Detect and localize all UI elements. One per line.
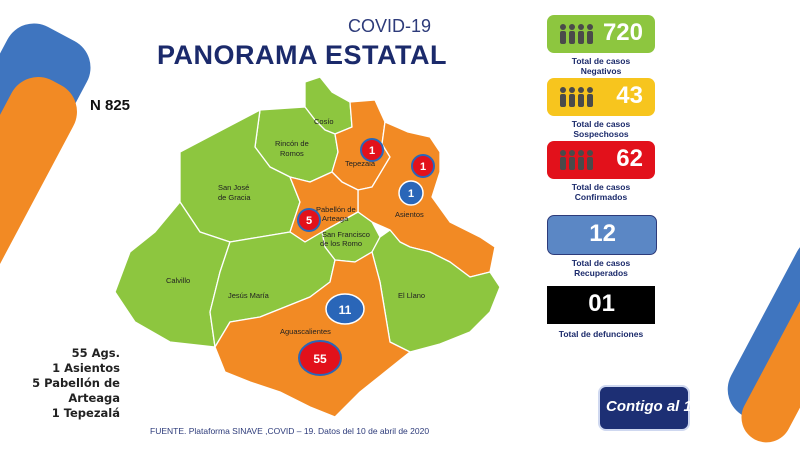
municipality-aguascalientes [214, 251, 411, 418]
stat-value-negativos: 720 [602, 19, 643, 46]
state-map: Cosío Rincón de Romos Tepezalá San José … [114, 76, 501, 418]
case-legend: 55 Ags. 1 Asientos 5 Pabellón de Arteaga… [10, 346, 120, 421]
stat-label-defunciones: Total de defunciones [547, 329, 655, 339]
legend-line: 5 Pabellón de Arteaga [32, 376, 120, 405]
stat-box-negativos: 720 [547, 15, 655, 53]
stat-label-sospechosos: Total de casos Sospechosos [547, 119, 655, 139]
label-cosio: Cosío [314, 117, 334, 126]
label-rincon-line1: Rincón de [275, 139, 309, 148]
label-elllano: El Llano [398, 291, 425, 300]
label-pabellon-line2: Arteaga [322, 214, 349, 223]
stat-label-confirmados: Total de casos Confirmados [547, 182, 655, 202]
people-icon [560, 87, 593, 107]
svg-text:55: 55 [313, 352, 327, 366]
marker-tepezala: 1 [360, 138, 384, 162]
stat-label-line: Confirmados [574, 192, 628, 202]
stat-label-recuperados: Total de casos Recuperados [547, 258, 655, 278]
total-sample-label: N 825 [90, 97, 131, 114]
marker-asientos: 1 [398, 180, 424, 206]
svg-text:1: 1 [408, 188, 414, 200]
label-sanfrancisco-line1: San Francisco [322, 230, 370, 239]
stat-label-line: Total de casos [571, 56, 631, 66]
label-sanjose-line1: San José [218, 183, 249, 192]
legend-line: 55 Ags. [71, 346, 120, 360]
people-icon [560, 24, 593, 44]
brand-logo: Contigo al 100 [598, 385, 709, 431]
label-sanjose-line2: de Gracia [218, 193, 251, 202]
label-sanfrancisco-line2: de los Romo [320, 239, 362, 248]
svg-text:5: 5 [306, 215, 312, 227]
stat-value-sospechosos: 43 [616, 82, 643, 109]
marker-pabellon: 5 [297, 208, 321, 232]
stat-value-recuperados: 12 [589, 220, 616, 247]
stat-label-line: Recuperados [574, 268, 628, 278]
brand-logo-text: Contigo al 100 [606, 398, 709, 415]
stat-label-negativos: Total de casos Negativos [547, 56, 655, 76]
stat-label-line: Total de defunciones [558, 329, 644, 339]
page-title: PANORAMA ESTATAL [157, 40, 447, 70]
stat-value-confirmados: 62 [616, 145, 643, 172]
source-footnote: FUENTE. Plataforma SINAVE ,COVID – 19. D… [150, 426, 430, 436]
label-pabellon-line1: Pabellón de [316, 205, 356, 214]
legend-line: 1 Tepezalá [51, 406, 120, 420]
stat-box-confirmados: 62 [547, 141, 655, 179]
label-rincon-line2: Romos [280, 149, 304, 158]
marker-east: 1 [411, 154, 435, 178]
legend-line: 1 Asientos [52, 361, 120, 375]
page-subtitle: COVID-19 [348, 16, 432, 36]
svg-text:11: 11 [339, 303, 352, 317]
label-asientos: Asientos [395, 210, 424, 219]
people-icon [560, 150, 593, 170]
label-calvillo: Calvillo [166, 276, 190, 285]
marker-aguascalientes: 55 [298, 340, 342, 376]
stat-label-line: Total de casos [571, 182, 631, 192]
label-tepezala: Tepezalá [345, 159, 376, 168]
label-aguascalientes: Aguascalientes [280, 327, 331, 336]
stat-box-recuperados: 12 [547, 215, 657, 255]
label-jesusmaria: Jesús María [228, 291, 270, 300]
stat-box-sospechosos: 43 [547, 78, 655, 116]
stat-value-defunciones: 01 [588, 290, 615, 317]
svg-text:1: 1 [420, 161, 426, 173]
decorative-swoosh-left-orange [0, 66, 88, 294]
stat-label-line: Total de casos [571, 119, 631, 129]
svg-text:1: 1 [369, 145, 375, 157]
stat-box-defunciones: 01 [547, 286, 655, 324]
stat-label-line: Total de casos [571, 258, 631, 268]
marker-aguascalientes-recovered: 11 [325, 293, 365, 325]
stat-label-line: Sospechosos [573, 129, 629, 139]
stat-label-line: Negativos [580, 66, 622, 76]
